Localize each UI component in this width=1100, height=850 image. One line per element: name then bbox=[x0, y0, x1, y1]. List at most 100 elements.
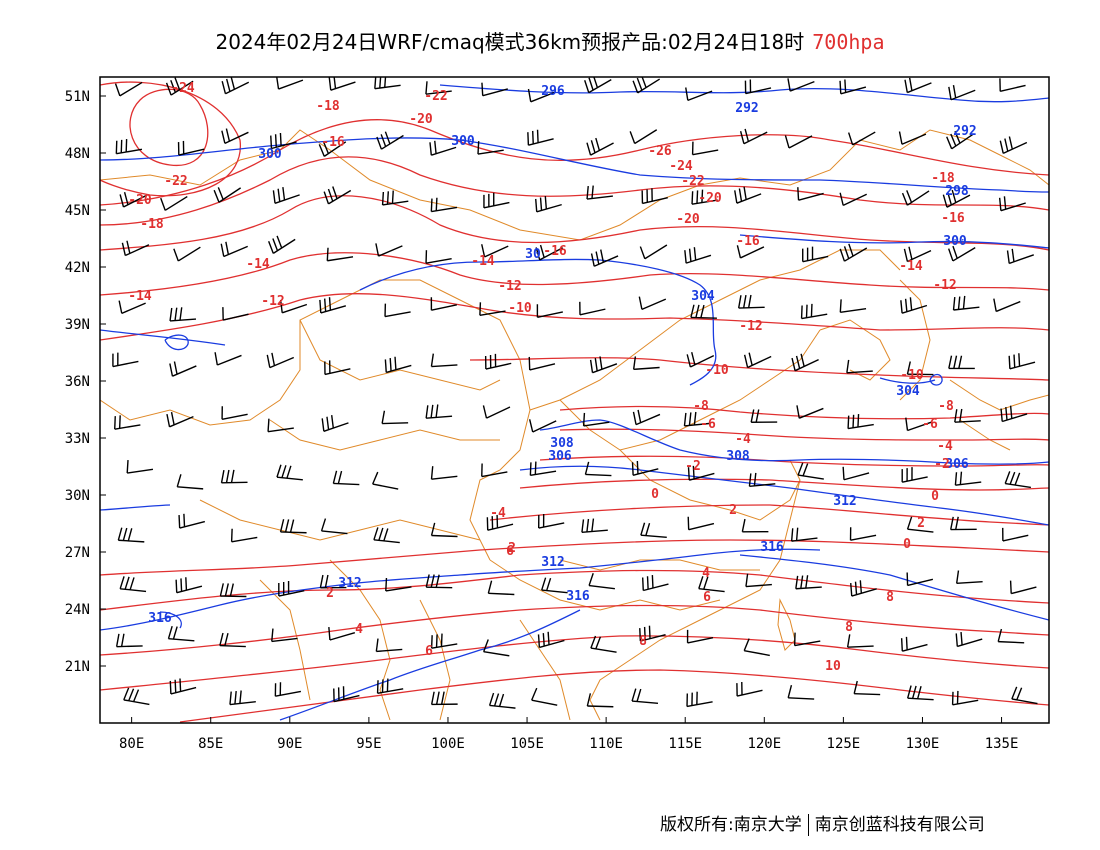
wind-barb bbox=[1000, 405, 1028, 423]
height-label: 308 bbox=[550, 436, 574, 451]
wind-barb bbox=[998, 196, 1026, 212]
wind-barb bbox=[997, 628, 1025, 644]
wind-barb bbox=[266, 352, 295, 369]
lon-tick-label: 90E bbox=[277, 736, 302, 752]
wind-barb bbox=[488, 692, 516, 709]
height-label: 316 bbox=[566, 589, 590, 604]
wind-barb bbox=[586, 137, 614, 156]
lat-tick-label: 21N bbox=[65, 659, 90, 675]
temperature-label: -20 bbox=[676, 212, 700, 227]
temperature-label: 2 bbox=[326, 586, 334, 601]
wind-barb bbox=[793, 632, 821, 647]
wind-barb bbox=[955, 570, 983, 585]
lat-tick-label: 39N bbox=[65, 317, 90, 333]
wind-barb bbox=[384, 303, 411, 318]
height-label: 316 bbox=[760, 540, 784, 555]
temperature-label: -20 bbox=[409, 112, 433, 127]
temperature-label: -14 bbox=[899, 259, 923, 274]
temperature-label: -26 bbox=[648, 144, 672, 159]
wind-barb bbox=[220, 241, 248, 258]
wind-barb bbox=[535, 244, 564, 261]
lat-tick-label: 30N bbox=[65, 488, 90, 504]
wind-barb bbox=[324, 360, 351, 376]
lon-tick-label: 95E bbox=[356, 736, 381, 752]
wind-barb bbox=[942, 189, 971, 208]
wind-barb bbox=[279, 299, 308, 314]
wind-barb bbox=[1008, 353, 1036, 370]
wind-barb bbox=[736, 681, 763, 697]
wind-barb bbox=[734, 186, 762, 204]
lat-tick-label: 45N bbox=[65, 203, 90, 219]
wind-barb bbox=[385, 577, 412, 592]
lon-tick-label: 135E bbox=[985, 736, 1019, 752]
wind-barb bbox=[901, 467, 928, 483]
wind-barb bbox=[640, 522, 667, 539]
wind-barb bbox=[169, 307, 197, 322]
height-label: 312 bbox=[833, 494, 856, 509]
wind-barb bbox=[332, 470, 360, 486]
wind-barb bbox=[276, 77, 304, 90]
wind-barb bbox=[581, 518, 608, 534]
lon-tick-label: 115E bbox=[668, 736, 702, 752]
wind-barb bbox=[527, 129, 554, 146]
temperature-label: -14 bbox=[246, 257, 270, 272]
temperature-label: -6 bbox=[700, 417, 716, 432]
wind-barb bbox=[229, 690, 256, 706]
wind-barb bbox=[279, 519, 307, 534]
temperature-contours bbox=[100, 81, 1049, 723]
wind-barb bbox=[123, 687, 150, 706]
wind-barb bbox=[750, 409, 778, 423]
wind-barb bbox=[906, 361, 934, 376]
wind-barb bbox=[802, 246, 829, 263]
wind-barb bbox=[214, 352, 242, 366]
lat-tick-label: 24N bbox=[65, 602, 90, 618]
wind-barb bbox=[333, 686, 360, 703]
temperature-label: -8 bbox=[693, 399, 709, 414]
footer-divider bbox=[807, 814, 809, 836]
wind-barb bbox=[323, 186, 352, 205]
wind-barb bbox=[483, 192, 510, 209]
wind-barb bbox=[528, 419, 557, 433]
height-label: 296 bbox=[541, 84, 565, 99]
wind-barb bbox=[631, 460, 659, 476]
wind-barb bbox=[691, 141, 719, 156]
wind-barb bbox=[1006, 248, 1034, 265]
height-label: 316 bbox=[148, 611, 172, 626]
wind-barb bbox=[954, 408, 981, 423]
wind-barb bbox=[900, 297, 928, 314]
lon-tick-label: 80E bbox=[119, 736, 144, 752]
wind-barb bbox=[743, 352, 772, 369]
wind-barb bbox=[736, 245, 765, 259]
wind-barb bbox=[176, 474, 204, 490]
wind-barb bbox=[582, 412, 610, 427]
wind-barb bbox=[118, 300, 146, 315]
lon-tick-label: 110E bbox=[589, 736, 623, 752]
wind-barb bbox=[115, 139, 143, 155]
wind-barb bbox=[430, 353, 458, 368]
wind-barb bbox=[999, 136, 1028, 154]
wind-barb bbox=[222, 307, 249, 321]
temperature-label: -2 bbox=[934, 457, 950, 472]
wind-barb bbox=[846, 634, 874, 648]
wind-barb bbox=[213, 187, 242, 203]
temperature-label: -12 bbox=[933, 278, 956, 293]
chart-title: 2024年02月24日WRF/cmaq模式36km预报产品:02月24日18时 7… bbox=[0, 26, 1100, 55]
temperature-label: 8 bbox=[886, 590, 894, 605]
wind-barb bbox=[686, 629, 714, 644]
wind-barb bbox=[121, 240, 150, 257]
wind-barb bbox=[948, 355, 975, 370]
wind-barb bbox=[535, 196, 562, 213]
wind-barb bbox=[641, 188, 668, 205]
wind-barb bbox=[1002, 527, 1029, 542]
wind-barb bbox=[376, 678, 404, 694]
wind-barb bbox=[686, 691, 713, 708]
wind-barb bbox=[946, 130, 974, 150]
wind-barb bbox=[632, 356, 660, 371]
height-label: 304 bbox=[691, 289, 715, 304]
wind-barb bbox=[430, 691, 458, 706]
temperature-label: 6 bbox=[703, 590, 711, 605]
wind-barb bbox=[430, 633, 458, 649]
wind-barb bbox=[687, 516, 715, 531]
wind-barb bbox=[906, 685, 934, 701]
title-text: 2024年02月24日WRF/cmaq模式36km预报产品:02月24日18时 bbox=[215, 30, 805, 54]
